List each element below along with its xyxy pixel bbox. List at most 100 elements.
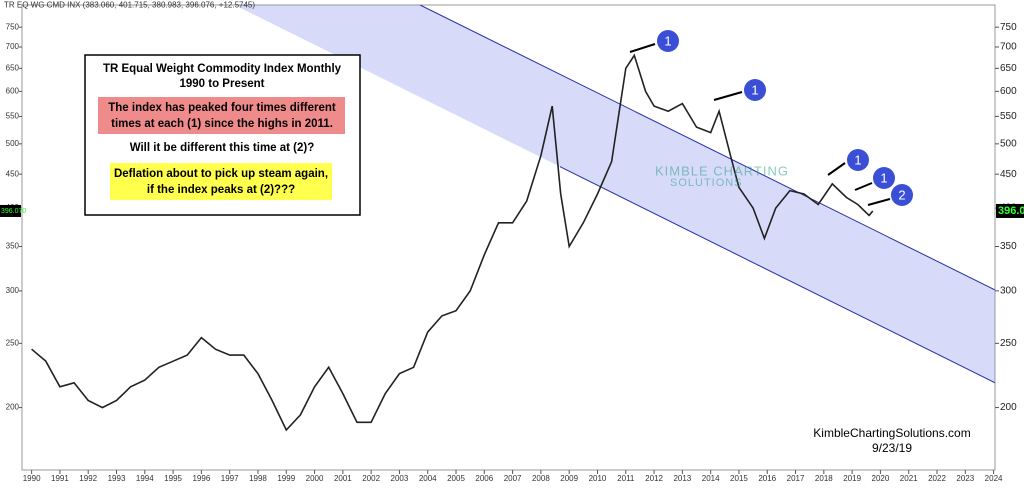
marker-badge [891,184,913,206]
x-tick-label: 1999 [277,474,295,483]
x-tick-label: 2024 [985,474,1003,483]
marker-badge [744,79,766,101]
y-tick-label: 250 [1000,338,1017,349]
annotation-box: TR Equal Weight Commodity Index Monthly … [84,54,361,216]
y-tick-label: 600 [1000,86,1017,97]
x-tick-label: 2019 [843,474,861,483]
y-tick-label-left: 350 [6,242,20,251]
last-price-label-left: 396.070 [1,208,26,215]
x-tick-label: 1997 [221,474,239,483]
x-tick-label: 2001 [334,474,352,483]
channel-lower [559,166,995,384]
y-tick-label-left: 300 [6,286,20,295]
arrow [867,198,891,206]
y-tick-label: 300 [1000,286,1017,297]
box-title: TR Equal Weight Commodity Index Monthly [103,63,342,75]
y-tick-label: 700 [1000,42,1017,53]
y-tick-label-left: 750 [6,22,20,31]
watermark-text: SOLUTIONS [670,177,743,189]
channel-layer [234,5,995,384]
last-price-box [996,203,1024,218]
x-tick-label: 2016 [758,474,776,483]
last-price-label: 396.0 [998,205,1024,217]
x-tick-label: 2017 [787,474,805,483]
marker-badge [873,167,895,189]
x-tick-label: 2015 [730,474,748,483]
x-tick-label: 1993 [108,474,126,483]
channel-upper [419,5,995,291]
y-tick-label-left: 500 [6,139,20,148]
x-tick-label: 2021 [900,474,918,483]
y-tick-label: 500 [1000,138,1017,149]
red-text: The index has peaked four times differen… [108,102,336,114]
y-tick-label-left: 600 [6,86,20,95]
x-tick-label: 2004 [419,474,437,483]
y-tick-label-left: 200 [6,403,20,412]
last-price-box-left [0,204,21,217]
y-tick-label: 750 [1000,22,1017,33]
x-tick-label: 2010 [589,474,607,483]
x-tick-label: 2012 [645,474,663,483]
x-tick-label: 2020 [872,474,890,483]
x-tick-label: 2009 [560,474,578,483]
arrow [854,182,873,191]
y-tick-label: 350 [1000,241,1017,252]
marker-label: 1 [751,82,758,97]
y-tick-label-left: 250 [6,338,20,347]
red-box [98,97,345,134]
x-tick-label: 2002 [362,474,380,483]
x-tick-label: 2013 [673,474,691,483]
yellow-text: Deflation about to pick up steam again, [114,168,328,180]
marker-label: 1 [854,152,861,167]
y-tick-label: 200 [1000,402,1017,413]
x-tick-label: 2018 [815,474,833,483]
x-tick-label: 2011 [617,474,635,483]
peak-markers: 1 1 1 1 2 [629,30,913,206]
y-tick-label: 550 [1000,111,1017,122]
y-tick-label: 650 [1000,63,1017,74]
data-layer [31,53,874,432]
tick-layer: 2002002502503003003503504004004504505005… [6,22,1017,483]
x-tick-label: 2014 [702,474,720,483]
box-subtitle: 1990 to Present [179,78,264,90]
y-tick-label: 450 [1000,169,1017,180]
header: TR EQ WG CMD INX (383.060, 401.715, 380.… [4,1,255,10]
arrow [827,162,846,176]
x-tick-label: 2022 [928,474,946,483]
y-tick-label-left: 650 [6,63,20,72]
x-tick-label: 2003 [391,474,409,483]
y-tick-label-left: 550 [6,112,20,121]
x-tick-label: 1991 [51,474,69,483]
x-tick-label: 2005 [447,474,465,483]
yellow-box [110,163,332,200]
x-tick-label: 1994 [136,474,154,483]
marker-badge [847,149,869,171]
question: Will it be different this time at (2)? [130,142,315,154]
arrow [629,43,656,53]
x-tick-label: 1996 [192,474,210,483]
x-tick-label: 1990 [23,474,41,483]
x-tick-label: 2000 [306,474,324,483]
x-tick-label: 1995 [164,474,182,483]
marker-label: 1 [664,33,671,48]
x-tick-label: 1998 [249,474,267,483]
marker-label: 1 [880,170,887,185]
x-tick-label: 1992 [79,474,97,483]
x-tick-label: 2006 [475,474,493,483]
x-tick-label: 2023 [956,474,974,483]
red-text: times at each (1) since the highs in 201… [111,118,333,130]
plot-frame [21,4,996,471]
watermark: KIMBLE CHARTING SOLUTIONS [655,163,789,189]
watermark-text: KIMBLE CHARTING [655,163,789,178]
y-tick-label-left: 700 [6,42,20,51]
x-tick-label: 2008 [532,474,550,483]
arrow [713,91,743,101]
marker-badge [657,30,679,52]
y-tick-label-left: 450 [6,169,20,178]
source: KimbleChartingSolutions.com [813,426,970,440]
yellow-text: if the index peaks at (2)??? [147,184,295,196]
date: 9/23/19 [872,441,912,455]
price-line [31,53,874,432]
